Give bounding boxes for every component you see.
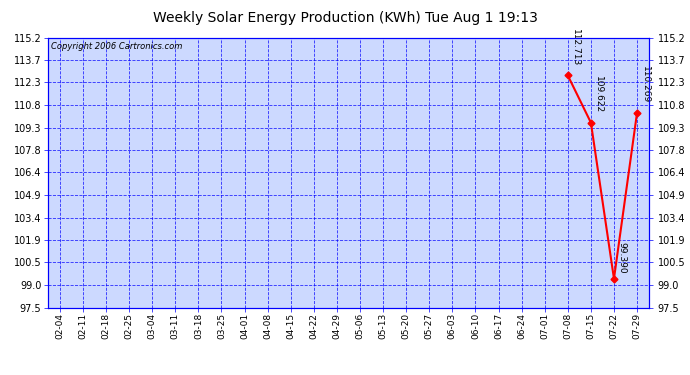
Text: Copyright 2006 Cartronics.com: Copyright 2006 Cartronics.com bbox=[51, 42, 183, 51]
Text: Weekly Solar Energy Production (KWh) Tue Aug 1 19:13: Weekly Solar Energy Production (KWh) Tue… bbox=[152, 11, 538, 25]
Text: 99.390: 99.390 bbox=[618, 243, 627, 274]
Text: 112.713: 112.713 bbox=[571, 29, 580, 66]
Text: 109.622: 109.622 bbox=[594, 76, 603, 113]
Text: 110.269: 110.269 bbox=[640, 66, 649, 104]
